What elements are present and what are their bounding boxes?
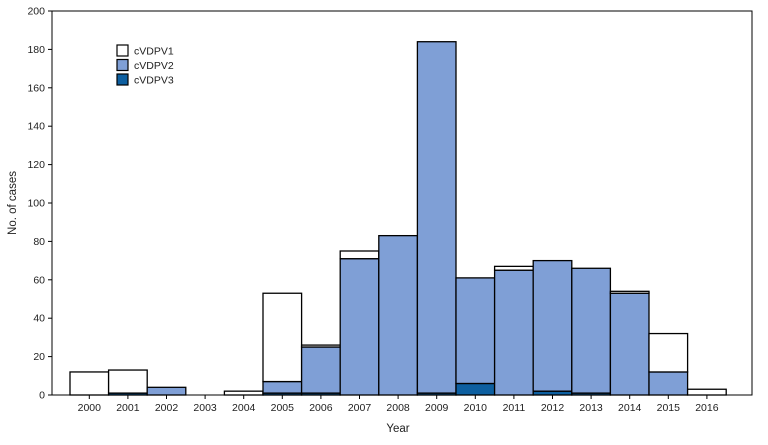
y-tick-label-100: 100: [27, 198, 45, 210]
bar-cVDPV2-2008: [378, 234, 419, 396]
x-tick-label-2003: 2003: [193, 402, 217, 414]
x-tick-label-2011: 2011: [503, 402, 526, 414]
legend-label-cVDPV3: cVDPV3: [134, 75, 174, 87]
bars-group: [69, 41, 727, 396]
y-tick-label-120: 120: [27, 159, 45, 171]
bar-cVDPV1-2007: [339, 250, 380, 260]
legend-label-cVDPV1: cVDPV1: [134, 46, 174, 58]
y-tick-label-20: 20: [33, 351, 45, 363]
bar-cVDPV1-2004: [223, 390, 264, 396]
x-tick-label-2002: 2002: [155, 402, 179, 414]
bar-cVDPV1-2000: [69, 371, 110, 396]
legend-swatch-cVDPV1: [116, 44, 129, 57]
x-tick-label-2016: 2016: [695, 402, 719, 414]
bar-cVDPV2-2002: [146, 386, 187, 396]
bar-cVDPV2-2006: [300, 346, 341, 394]
x-tick-label-2009: 2009: [425, 402, 449, 414]
x-tick-label-2006: 2006: [309, 402, 333, 414]
legend-swatch-cVDPV2: [116, 58, 129, 72]
y-tick-label-140: 140: [27, 121, 45, 133]
legend-label-cVDPV2: cVDPV2: [134, 60, 174, 72]
legend-swatch-cVDPV3: [116, 73, 129, 86]
bar-cVDPV2-2013: [571, 267, 612, 394]
x-tick-label-2015: 2015: [657, 402, 681, 414]
y-tick-label-180: 180: [27, 44, 45, 56]
x-tick-label-2010: 2010: [464, 402, 488, 414]
x-tick-label-2001: 2001: [116, 402, 140, 414]
y-axis-title: No. of cases: [7, 171, 19, 235]
x-tick-label-2005: 2005: [271, 402, 295, 414]
x-axis-title: Year: [386, 423, 409, 435]
bar-cVDPV2-2011: [493, 269, 534, 396]
y-tick-label-60: 60: [33, 274, 45, 286]
y-tick-label-200: 200: [27, 6, 45, 18]
bar-cVDPV2-2014: [609, 292, 650, 396]
bar-cVDPV2-2009: [416, 41, 457, 394]
bar-cVDPV1-2014: [609, 290, 650, 294]
bar-cVDPV2-2015: [648, 371, 689, 396]
bar-cVDPV2-2007: [339, 258, 380, 396]
x-tick-label-2013: 2013: [579, 402, 603, 414]
bar-cVDPV2-2010: [455, 277, 496, 385]
x-tick-label-2000: 2000: [78, 402, 102, 414]
bar-cVDPV2-2012: [532, 259, 573, 392]
x-tick-label-2007: 2007: [348, 402, 372, 414]
bar-cVDPV2-2005: [262, 380, 303, 394]
x-tick-label-2012: 2012: [541, 402, 565, 414]
bar-cVDPV1-2005: [262, 292, 303, 383]
y-tick-label-160: 160: [27, 82, 45, 94]
bar-cVDPV1-2016: [686, 388, 727, 396]
bar-cVDPV3-2010: [455, 382, 496, 396]
x-tick-label-2004: 2004: [232, 402, 256, 414]
bar-cVDPV1-2006: [300, 344, 341, 348]
bar-cVDPV1-2011: [493, 265, 534, 271]
y-tick-label-40: 40: [33, 313, 45, 325]
x-tick-label-2014: 2014: [618, 402, 642, 414]
x-tick-label-2008: 2008: [386, 402, 410, 414]
y-tick-label-0: 0: [39, 390, 45, 402]
bar-cVDPV1-2015: [648, 332, 689, 373]
bar-cVDPV1-2001: [107, 369, 148, 394]
y-tick-label-80: 80: [33, 236, 45, 248]
